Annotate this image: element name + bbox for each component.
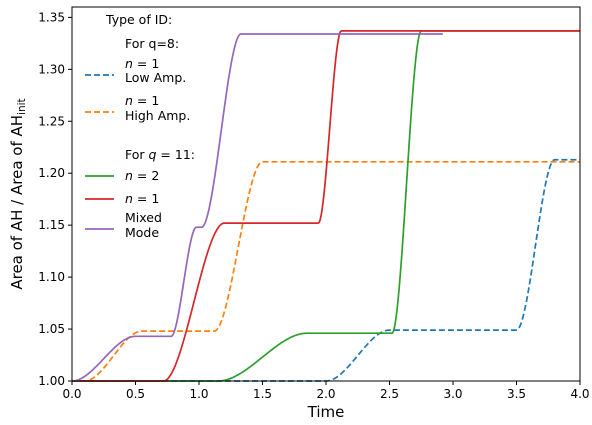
- y-tick-label: 1.15: [38, 218, 65, 232]
- y-tick-label: 1.30: [38, 62, 65, 76]
- x-tick-label: 2.0: [316, 387, 335, 401]
- y-tick-label: 1.00: [38, 374, 65, 388]
- legend-label-series-4: n = 1: [125, 191, 159, 206]
- x-tick-label: 1.0: [189, 387, 208, 401]
- legend-group-q11-header: For q = 11:: [125, 147, 195, 162]
- legend-title: Type of ID:: [105, 12, 172, 27]
- legend-label-series-5: Mixed: [125, 210, 162, 225]
- y-axis: 1.00 1.05 1.10 1.15 1.20 1.25 1.30 1.35: [38, 10, 72, 388]
- x-tick-label: 3.0: [443, 387, 462, 401]
- legend-label-series-5-line2: Mode: [125, 225, 159, 240]
- x-axis: 0.0 0.5 1.0 1.5 2.0 2.5 3.0 3.5 4.0: [62, 381, 590, 401]
- y-tick-label: 1.25: [38, 114, 65, 128]
- legend-label-series-2-line2: High Amp.: [125, 108, 190, 123]
- y-axis-title: Area of AH / Area of AHinit: [8, 98, 28, 289]
- y-tick-label: 1.10: [38, 270, 65, 284]
- y-axis-title-subscript: init: [16, 98, 28, 115]
- series-line-5: [71, 33, 443, 382]
- y-tick-label: 1.20: [38, 166, 65, 180]
- legend-label-series-2: n = 1: [125, 93, 159, 108]
- x-tick-label: 1.5: [253, 387, 272, 401]
- legend-label-series-1: n = 1: [125, 56, 159, 71]
- x-axis-title: Time: [307, 403, 345, 421]
- x-tick-label: 0.5: [126, 387, 145, 401]
- x-tick-label: 2.5: [380, 387, 399, 401]
- legend-label-series-3: n = 2: [125, 168, 159, 183]
- x-tick-label: 0.0: [62, 387, 81, 401]
- x-tick-label: 3.5: [507, 387, 526, 401]
- series-line-2: [72, 160, 580, 382]
- legend-label-series-1-line2: Low Amp.: [125, 70, 186, 85]
- y-axis-title-main: Area of AH / Area of AH: [8, 115, 26, 290]
- y-tick-label: 1.35: [38, 10, 65, 24]
- x-tick-label: 4.0: [570, 387, 589, 401]
- legend-group-q8-header: For q=8:: [125, 36, 179, 51]
- y-tick-label: 1.05: [38, 322, 65, 336]
